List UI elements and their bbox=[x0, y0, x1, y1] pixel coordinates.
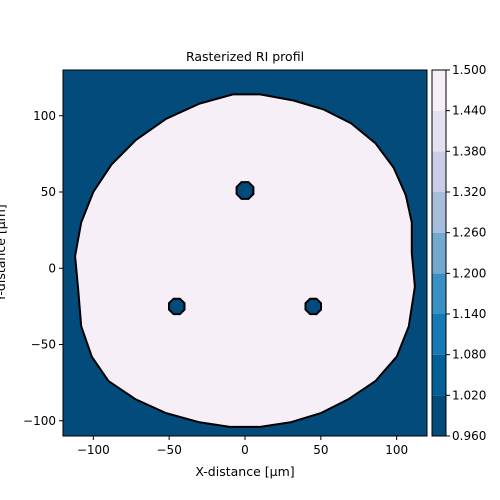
plot-area bbox=[63, 70, 427, 436]
inclusion-3 bbox=[304, 297, 322, 316]
colorbar-tick-label: 0.960 bbox=[452, 429, 486, 443]
colorbar-tick-label: 1.200 bbox=[452, 266, 486, 280]
colorbar-tick-label: 1.260 bbox=[452, 226, 486, 240]
colorbar-band bbox=[432, 314, 446, 355]
colorbar-tick-label: 1.140 bbox=[452, 307, 486, 321]
y-tick-label: 100 bbox=[33, 109, 56, 123]
x-tick-label: 50 bbox=[313, 443, 328, 457]
ri-region-outline bbox=[74, 93, 416, 428]
x-axis-label: X-distance [μm] bbox=[195, 464, 294, 479]
colorbar-frame bbox=[431, 69, 447, 437]
colorbar: 0.960 1.020 1.080 1.140 1.200 1.260 1.320 1.380… bbox=[431, 63, 486, 443]
inclusions-layer bbox=[168, 181, 322, 316]
x-axis-ticks: −100 −50 0 50 100 bbox=[77, 436, 408, 457]
colorbar-band bbox=[432, 232, 446, 274]
colorbar-band bbox=[432, 70, 446, 111]
chart-title: Rasterized RI profil bbox=[186, 49, 304, 64]
colorbar-band bbox=[432, 273, 446, 314]
x-tick-label: −50 bbox=[157, 443, 182, 457]
inclusion-2 bbox=[168, 297, 186, 316]
colorbar-band bbox=[432, 151, 446, 192]
colorbar-band bbox=[432, 110, 446, 152]
y-tick-label: 0 bbox=[48, 261, 56, 275]
colorbar-tick-label: 1.080 bbox=[452, 348, 486, 362]
colorbar-tick-label: 1.320 bbox=[452, 185, 486, 199]
colorbar-tick-label: 1.380 bbox=[452, 144, 486, 158]
y-axis-label: Y-distance [μm] bbox=[0, 204, 8, 303]
x-tick-label: 0 bbox=[241, 443, 249, 457]
colorbar-band bbox=[432, 354, 446, 396]
ri-region bbox=[75, 94, 415, 427]
colorbar-band bbox=[432, 395, 446, 436]
colorbar-tick-label: 1.500 bbox=[452, 63, 486, 77]
inclusion-1 bbox=[235, 181, 255, 200]
colorbar-tick-label: 1.020 bbox=[452, 388, 486, 402]
x-tick-label: −100 bbox=[77, 443, 110, 457]
colorbar-band bbox=[432, 192, 446, 233]
y-tick-label: 50 bbox=[41, 185, 56, 199]
x-tick-label: 100 bbox=[385, 443, 408, 457]
colorbar-tick-label: 1.440 bbox=[452, 104, 486, 118]
y-axis-ticks: −100 −50 0 50 100 bbox=[23, 109, 63, 428]
y-tick-label: −100 bbox=[23, 414, 56, 428]
y-tick-label: −50 bbox=[31, 338, 56, 352]
